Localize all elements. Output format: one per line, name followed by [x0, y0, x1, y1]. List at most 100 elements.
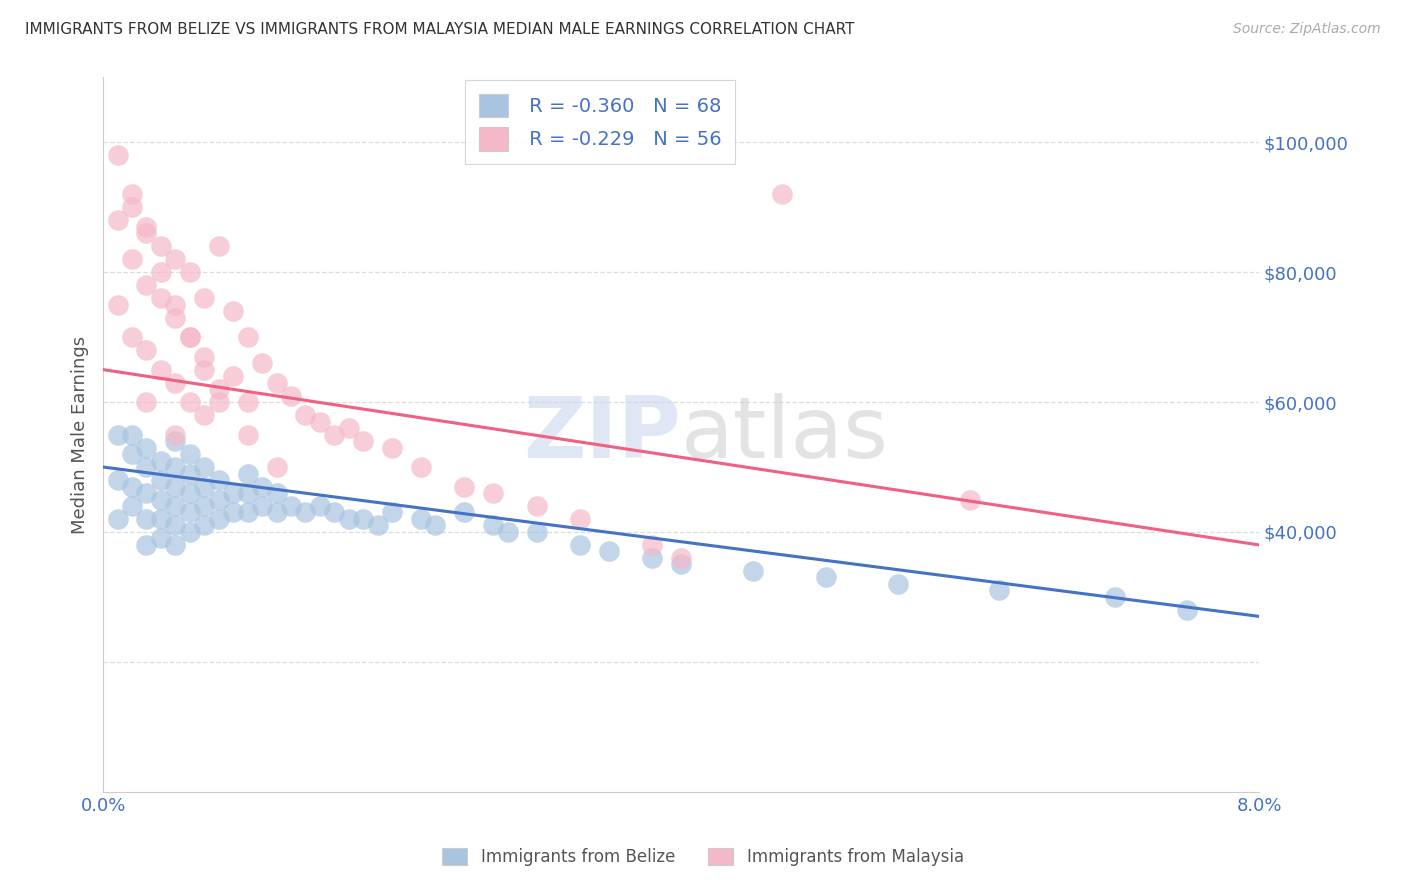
Point [1104, 590, 1126, 604]
Point [280, 499, 302, 513]
Point [149, 239, 172, 253]
Point [135, 219, 157, 234]
Point [222, 369, 245, 384]
Point [165, 479, 187, 493]
Point [149, 265, 172, 279]
Point [208, 492, 231, 507]
Point [121, 330, 143, 344]
Legend:  R = -0.360   N = 68,  R = -0.229   N = 56: R = -0.360 N = 68, R = -0.229 N = 56 [465, 80, 735, 164]
Point [107, 298, 129, 312]
Point [179, 506, 201, 520]
Point [107, 512, 129, 526]
Point [294, 408, 316, 422]
Point [598, 544, 620, 558]
Point [149, 492, 172, 507]
Point [1175, 603, 1198, 617]
Text: ZIP: ZIP [523, 393, 681, 476]
Point [165, 434, 187, 448]
Point [193, 518, 215, 533]
Point [135, 227, 157, 241]
Point [959, 492, 981, 507]
Point [179, 265, 201, 279]
Point [381, 441, 404, 455]
Point [453, 506, 475, 520]
Point [193, 408, 215, 422]
Point [208, 512, 231, 526]
Point [179, 330, 201, 344]
Point [121, 447, 143, 461]
Point [208, 473, 231, 487]
Point [352, 512, 374, 526]
Y-axis label: Median Male Earnings: Median Male Earnings [72, 335, 89, 533]
Point [669, 550, 692, 565]
Point [482, 518, 505, 533]
Point [814, 570, 837, 584]
Point [367, 518, 389, 533]
Text: IMMIGRANTS FROM BELIZE VS IMMIGRANTS FROM MALAYSIA MEDIAN MALE EARNINGS CORRELAT: IMMIGRANTS FROM BELIZE VS IMMIGRANTS FRO… [25, 22, 855, 37]
Point [222, 486, 245, 500]
Point [425, 518, 447, 533]
Point [526, 499, 548, 513]
Point [236, 395, 259, 409]
Point [266, 460, 288, 475]
Point [453, 479, 475, 493]
Point [337, 421, 360, 435]
Point [121, 252, 143, 267]
Point [121, 479, 143, 493]
Point [208, 395, 231, 409]
Point [135, 538, 157, 552]
Point [222, 304, 245, 318]
Point [165, 252, 187, 267]
Point [179, 524, 201, 539]
Point [149, 291, 172, 305]
Point [121, 427, 143, 442]
Point [250, 499, 273, 513]
Point [409, 460, 432, 475]
Point [135, 343, 157, 358]
Point [149, 453, 172, 467]
Point [381, 506, 404, 520]
Point [165, 538, 187, 552]
Point [121, 499, 143, 513]
Point [236, 467, 259, 481]
Point [165, 460, 187, 475]
Point [641, 538, 664, 552]
Point [526, 524, 548, 539]
Point [193, 479, 215, 493]
Point [121, 187, 143, 202]
Point [107, 148, 129, 162]
Point [135, 395, 157, 409]
Point [149, 473, 172, 487]
Point [179, 447, 201, 461]
Point [409, 512, 432, 526]
Point [568, 512, 591, 526]
Point [568, 538, 591, 552]
Point [179, 330, 201, 344]
Point [208, 382, 231, 396]
Point [165, 376, 187, 390]
Point [641, 550, 664, 565]
Point [266, 486, 288, 500]
Point [669, 558, 692, 572]
Text: Source: ZipAtlas.com: Source: ZipAtlas.com [1233, 22, 1381, 37]
Point [135, 278, 157, 293]
Point [887, 577, 910, 591]
Point [149, 362, 172, 376]
Point [193, 460, 215, 475]
Point [165, 518, 187, 533]
Point [482, 486, 505, 500]
Point [323, 506, 346, 520]
Point [135, 486, 157, 500]
Point [121, 200, 143, 214]
Point [337, 512, 360, 526]
Point [135, 460, 157, 475]
Point [236, 330, 259, 344]
Point [250, 479, 273, 493]
Point [193, 362, 215, 376]
Point [236, 427, 259, 442]
Point [309, 415, 332, 429]
Point [309, 499, 332, 513]
Point [236, 506, 259, 520]
Point [266, 506, 288, 520]
Point [193, 499, 215, 513]
